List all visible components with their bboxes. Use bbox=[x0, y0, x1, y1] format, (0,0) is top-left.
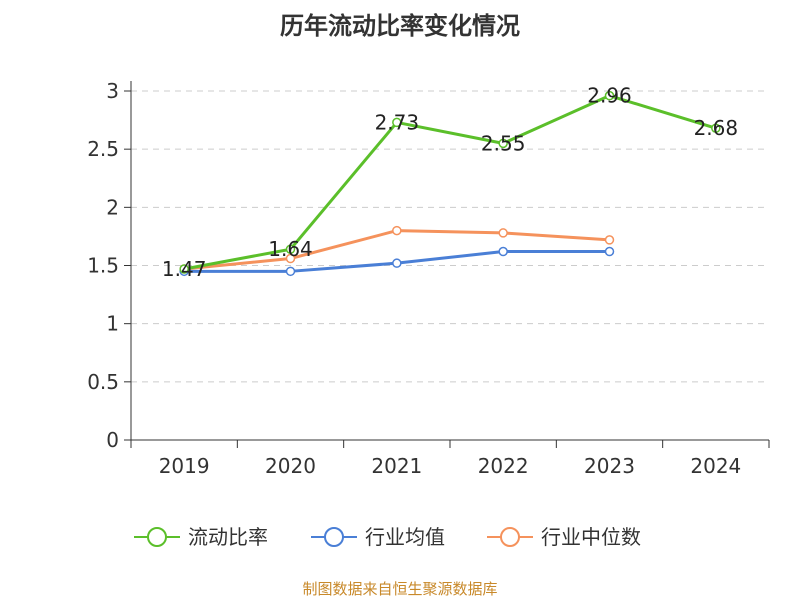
series-point-3 bbox=[604, 235, 615, 245]
chart-title: 历年流动比率变化情况 bbox=[280, 12, 520, 40]
data-label: 1.64 bbox=[268, 237, 313, 261]
data-labels: 1.47 1.64 2.73 2.55 2.96 2.68 bbox=[162, 84, 738, 281]
data-label: 1.47 bbox=[162, 257, 207, 281]
series-point-2 bbox=[498, 246, 508, 257]
legend-label: 流动比率 bbox=[188, 525, 268, 549]
legend-item-2[interactable]: 行业均值 bbox=[311, 525, 445, 549]
axes: 0 0.5 1 1.5 2 2.5 3 2019 2020 2021 2022 2023 2024 bbox=[87, 79, 770, 478]
series-point-1 bbox=[498, 138, 508, 149]
data-label: 2.68 bbox=[694, 116, 739, 140]
data-label: 2.73 bbox=[375, 110, 420, 134]
series-point-3 bbox=[392, 225, 402, 236]
y-tick-label: 1 bbox=[106, 312, 119, 336]
grid-lines bbox=[131, 90, 769, 383]
y-tick-label: 3 bbox=[106, 79, 119, 103]
series-line-1 bbox=[183, 94, 717, 271]
series-point-3 bbox=[498, 228, 508, 238]
y-tick-label: 0 bbox=[106, 428, 119, 452]
legend-marker bbox=[147, 527, 167, 547]
series-point-1 bbox=[285, 244, 296, 254]
legend[interactable]: 流动比率 行业均值 行业中位数 bbox=[134, 525, 641, 549]
x-tick-label: 2019 bbox=[159, 454, 210, 478]
series-point-1 bbox=[179, 264, 189, 274]
legend-item-3[interactable]: 行业中位数 bbox=[487, 525, 641, 549]
x-tick-label: 2024 bbox=[690, 454, 741, 478]
y-tick-label: 1.5 bbox=[87, 254, 119, 278]
source-note: 制图数据来自恒生聚源数据库 bbox=[302, 580, 498, 598]
legend-marker bbox=[500, 527, 520, 547]
series-point-1 bbox=[392, 117, 402, 128]
series-point-1 bbox=[711, 123, 721, 133]
x-tick-label: 2022 bbox=[478, 454, 529, 478]
y-tick-label: 2 bbox=[106, 195, 119, 219]
series-point-2 bbox=[604, 246, 615, 257]
legend-label: 行业中位数 bbox=[541, 525, 641, 549]
series-point-1 bbox=[604, 90, 615, 101]
series-lines bbox=[179, 90, 721, 277]
data-label: 2.55 bbox=[481, 131, 526, 155]
legend-item-1[interactable]: 流动比率 bbox=[134, 525, 268, 549]
y-tick-label: 0.5 bbox=[87, 370, 119, 394]
series-point-2 bbox=[392, 258, 402, 268]
x-tick-label: 2020 bbox=[265, 454, 316, 478]
x-tick-label: 2021 bbox=[371, 454, 422, 478]
x-tick-label: 2023 bbox=[584, 454, 635, 478]
series-point-2 bbox=[285, 266, 296, 277]
series-point-3 bbox=[285, 253, 296, 264]
legend-label: 行业均值 bbox=[365, 525, 445, 549]
y-tick-label: 2.5 bbox=[87, 137, 119, 161]
data-label: 2.96 bbox=[587, 84, 632, 108]
legend-marker bbox=[324, 527, 344, 547]
